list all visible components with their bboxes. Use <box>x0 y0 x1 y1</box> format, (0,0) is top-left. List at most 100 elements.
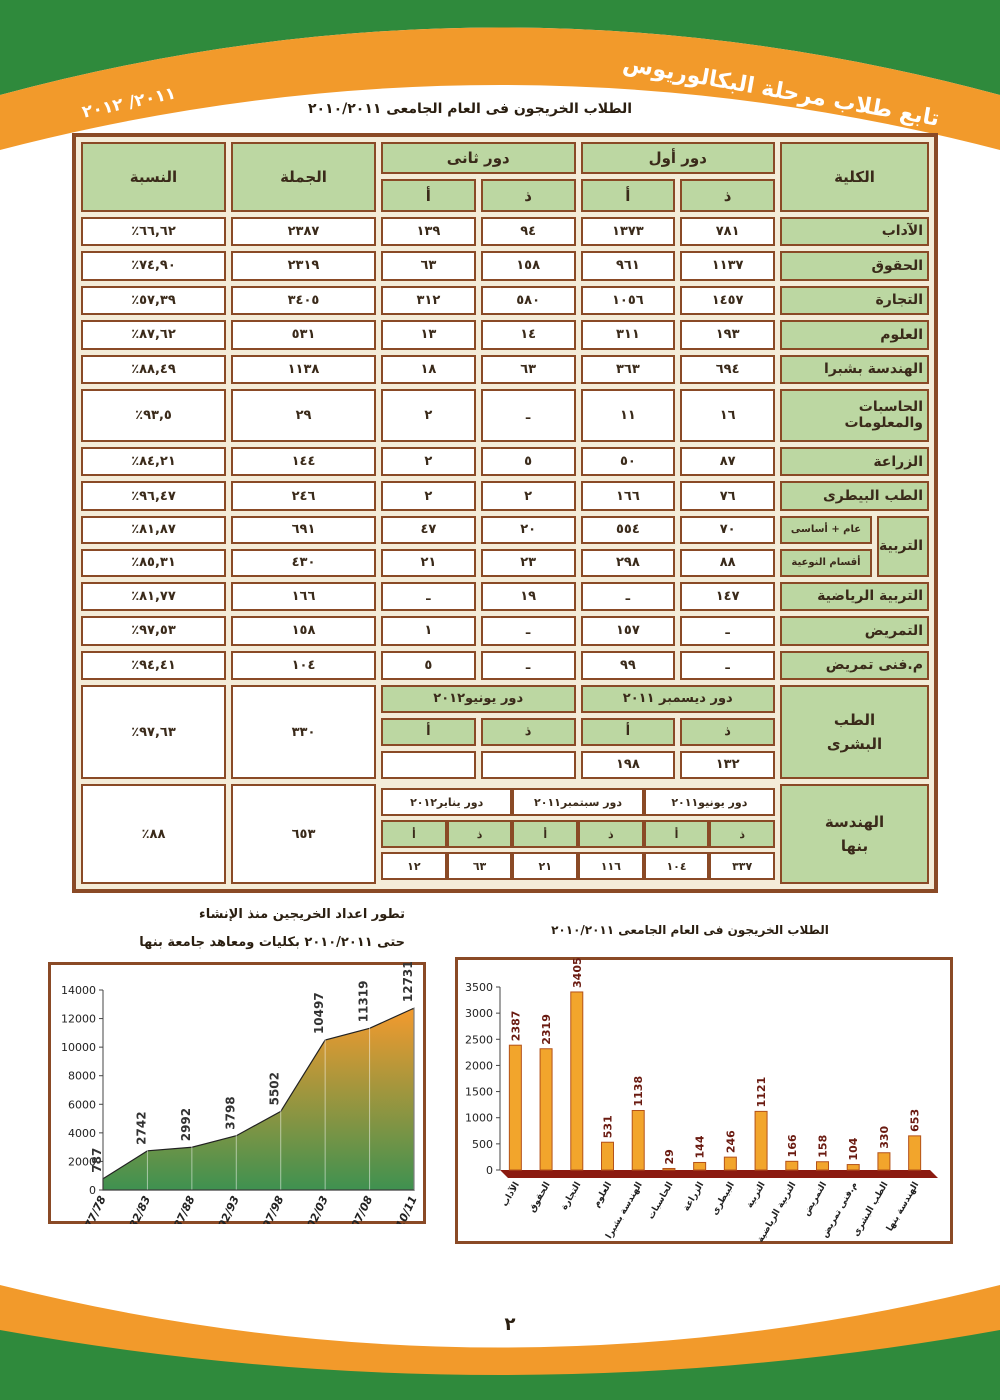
faculty-name: التجارة <box>780 285 929 316</box>
header-cell: النسبة <box>81 142 226 212</box>
nested-table: دور يونيو٢٠١١ دور سبتمبر٢٠١١ دور يناير٢٠١٢… <box>381 784 775 884</box>
faculty-subname: عام + أساسى <box>780 515 872 544</box>
value-label: 787 <box>90 1148 104 1173</box>
value-cell: ٩٤,٤١٪ <box>81 650 226 681</box>
bottom-green-band <box>0 1330 1000 1400</box>
header-cell: أ <box>381 179 476 212</box>
table-row: التربية الرياضية ١٤٧ ـ ١٩ ـ ١٦٦ ٨١,٧٧٪ <box>81 581 929 612</box>
table-row: ١٣٢ ١٩٨ <box>81 750 929 779</box>
value-cell: ٣٣٠ <box>231 685 376 779</box>
value-cell: ١٢ <box>381 852 447 880</box>
value-cell: ٧٦ <box>680 481 775 511</box>
table-row: الطب البيطرى ٧٦ ١٦٦ ٢ ٢ ٢٤٦ ٩٦,٤٧٪ <box>81 481 929 511</box>
y-tick-label: 2000 <box>465 1059 493 1072</box>
bar <box>754 1110 768 1171</box>
value-cell: ١٩٨ <box>580 750 676 779</box>
value-label: 144 <box>694 1135 707 1158</box>
value-cell: ـ <box>480 388 576 442</box>
value-cell: ـ <box>680 650 775 681</box>
value-cell: ٢٩ <box>231 388 376 442</box>
area-chart-subtitle: حتى ٢٠١٠/٢٠١١ بكليات ومعاهد جامعة بنها <box>139 935 405 950</box>
value-cell: ـ <box>580 581 676 612</box>
value-cell: ٦٦,٦٢٪ <box>81 216 226 247</box>
value-cell: ١١٣٧ <box>680 251 775 281</box>
faculty-subname: أقسام النوعية <box>780 548 872 577</box>
table-row: ٣٣٧ ١٠٤ ١١٦ ٢١ ٦٣ ١٢ <box>381 852 775 880</box>
area-chart-title: تطور اعداد الخريجين منذ الإنشاء <box>199 907 405 922</box>
y-tick-label: 0 <box>486 1164 493 1177</box>
value-cell: ٢١ <box>512 852 579 880</box>
value-label: 246 <box>724 1130 737 1153</box>
bar <box>908 1135 922 1171</box>
value-label: 653 <box>909 1109 922 1132</box>
value-cell: ١٨ <box>381 354 476 384</box>
value-cell: ٥٨٠ <box>480 285 576 316</box>
value-cell: ٢٣٨٧ <box>231 216 376 247</box>
bar <box>846 1164 860 1171</box>
y-tick-label: 1500 <box>465 1086 493 1099</box>
value-label: 2387 <box>509 1011 522 1042</box>
value-cell: ٩٩ <box>580 650 676 681</box>
value-cell: ٨٥,٣١٪ <box>81 548 226 577</box>
value-cell: ـ <box>381 581 476 612</box>
header-cell: أ <box>580 717 676 746</box>
value-label: 1121 <box>755 1077 768 1108</box>
top-green-band <box>0 0 1000 95</box>
value-label: 10497 <box>312 992 326 1034</box>
table-row: الزراعة ٨٧ ٥٠ ٥ ٢ ١٤٤ ٨٤,٢١٪ <box>81 446 929 477</box>
value-cell: ١١٦ <box>578 852 644 880</box>
faculty-name: الحاسبات والمعلومات <box>780 388 929 442</box>
value-cell: ٩٧,٦٣٪ <box>81 685 226 779</box>
y-tick-label: 500 <box>472 1138 493 1151</box>
value-cell: ٧٨١ <box>680 216 775 247</box>
y-tick-label: 1000 <box>465 1112 493 1125</box>
header-cell: ذ <box>709 820 775 848</box>
value-label: 2992 <box>179 1108 193 1141</box>
table-row: التمريض ـ ١٥٧ ـ ١ ١٥٨ ٩٧,٥٣٪ <box>81 616 929 646</box>
area-chart: 0200040006000800010000120001400078777/78… <box>48 962 426 1224</box>
header-cell: ذ <box>680 717 775 746</box>
header-cell: ذ <box>480 717 576 746</box>
value-cell: ٦٩٤ <box>680 354 775 384</box>
value-cell: ١٥٨ <box>231 616 376 646</box>
empty-cell <box>480 750 576 779</box>
value-cell: ٢٠ <box>480 515 576 544</box>
header-cell: ذ <box>578 820 644 848</box>
value-cell: ١٦٦ <box>231 581 376 612</box>
period-header: دور يونيو٢٠١١ <box>643 788 775 816</box>
value-cell: ١٤٤ <box>231 446 376 477</box>
period-header: دور يناير٢٠١٢ <box>381 788 513 816</box>
table-row: الهندسة بشبرا ٦٩٤ ٣٦٣ ٦٣ ١٨ ١١٣٨ ٨٨,٤٩٪ <box>81 354 929 384</box>
bar <box>508 1044 522 1171</box>
value-cell: ٦٣ <box>381 251 476 281</box>
faculty-name: الحقوق <box>780 251 929 281</box>
value-cell: ٢٤٦ <box>231 481 376 511</box>
value-cell: ٢ <box>381 388 476 442</box>
value-cell: ٥ <box>381 650 476 681</box>
table-row: م.فنى تمريض ـ ٩٩ ـ ٥ ١٠٤ ٩٤,٤١٪ <box>81 650 929 681</box>
value-cell: ١١٣٨ <box>231 354 376 384</box>
value-cell: ـ <box>480 616 576 646</box>
value-cell: ٢٣ <box>480 548 576 577</box>
table-subtitle: الطلاب الخريجون فى العام الجامعى ٢٠١٠/٢٠… <box>308 101 632 117</box>
faculty-name: الطب البيطرى <box>780 481 929 511</box>
header-cell: الكلية <box>780 142 929 212</box>
value-cell: ١٦ <box>680 388 775 442</box>
period-header: دور ديسمبر ٢٠١١ <box>580 685 775 713</box>
value-cell: ٦٣ <box>480 354 576 384</box>
value-cell: ١٣٩ <box>381 216 476 247</box>
value-cell: ١٠٤ <box>231 650 376 681</box>
value-cell: ٨٤,٢١٪ <box>81 446 226 477</box>
table-row: الهندسة بنها دور يونيو٢٠١١ دور سبتمبر٢٠١١ د… <box>81 784 929 884</box>
value-cell: ٩٣,٥٪ <box>81 388 226 442</box>
value-label: 11319 <box>357 981 371 1023</box>
empty-cell <box>381 750 476 779</box>
value-cell: ٩٦,٤٧٪ <box>81 481 226 511</box>
value-cell: ٤٧ <box>381 515 476 544</box>
value-cell: ٢٩٨ <box>580 548 676 577</box>
bar <box>631 1109 645 1171</box>
value-cell: ١٣ <box>381 320 476 350</box>
